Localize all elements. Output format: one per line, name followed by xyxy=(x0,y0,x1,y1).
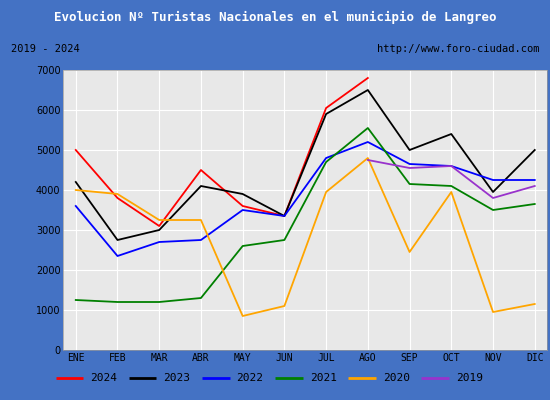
Text: 2019 - 2024: 2019 - 2024 xyxy=(11,44,80,54)
Text: 2023: 2023 xyxy=(163,373,190,383)
Text: 2019: 2019 xyxy=(456,373,483,383)
Text: 2024: 2024 xyxy=(90,373,117,383)
Text: 2020: 2020 xyxy=(383,373,410,383)
Text: http://www.foro-ciudad.com: http://www.foro-ciudad.com xyxy=(377,44,539,54)
Text: Evolucion Nº Turistas Nacionales en el municipio de Langreo: Evolucion Nº Turistas Nacionales en el m… xyxy=(54,10,496,24)
Text: 2022: 2022 xyxy=(236,373,263,383)
Text: 2021: 2021 xyxy=(310,373,337,383)
